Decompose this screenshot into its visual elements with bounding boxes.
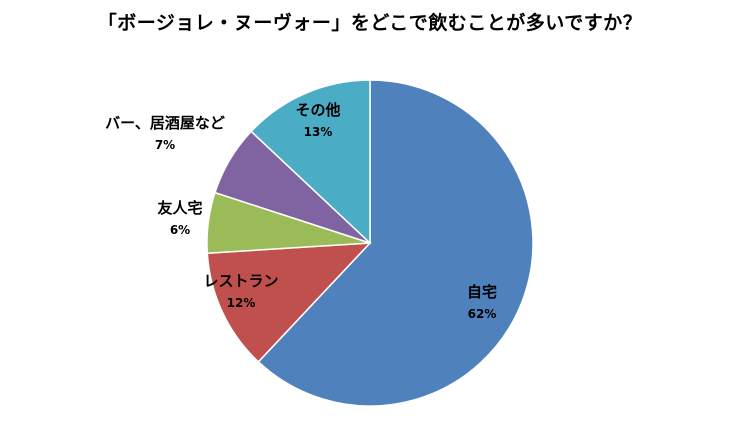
slice-label-2: レストラン [203, 272, 278, 290]
slice-label-5: その他 [295, 101, 340, 119]
pie-slice-2 [206, 242, 372, 363]
slice-label-1: 自宅 [467, 283, 497, 301]
slice-value-label-5: 13% [304, 125, 333, 139]
slice-value-label-3: 6% [170, 223, 190, 237]
slice-value-label-4: 7% [155, 138, 175, 152]
chart-title: 「ボージョレ・ヌーヴォー」をどこで飲むことが多いですか？ [97, 12, 643, 34]
slice-label-3: 友人宅 [157, 199, 202, 217]
pie-slice-5 [250, 79, 371, 245]
slice-value-label-2: 12% [227, 296, 256, 310]
slice-label-4: バー、居酒屋など [105, 114, 225, 132]
slice-value-label-1: 62% [468, 307, 497, 321]
pie-slice-1 [257, 79, 534, 407]
